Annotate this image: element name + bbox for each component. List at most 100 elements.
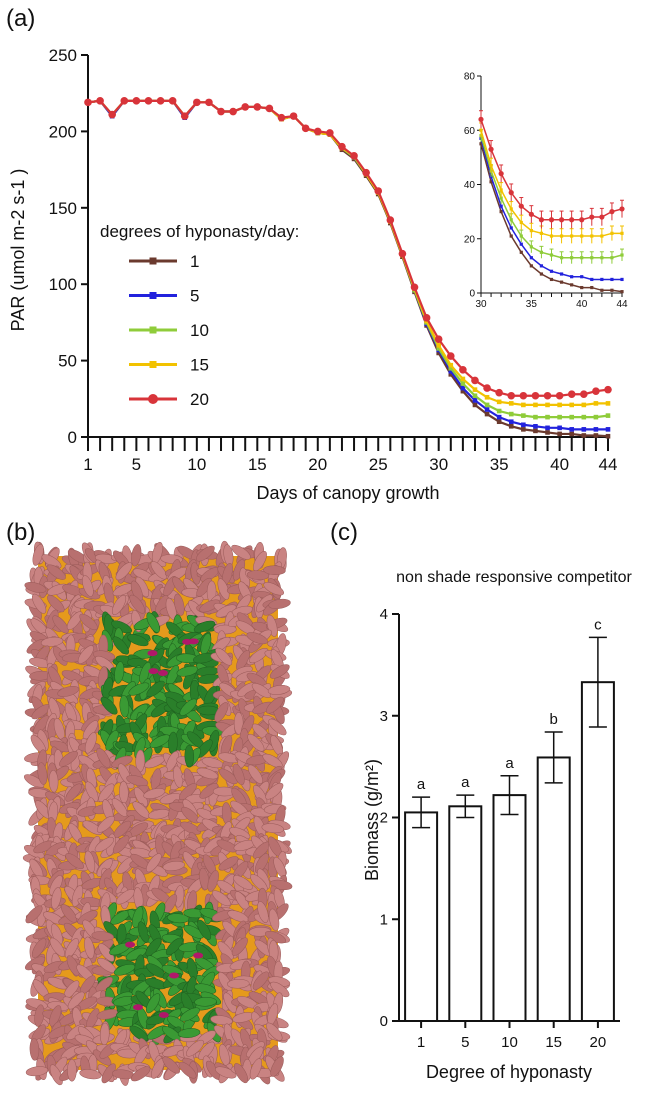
panel-label-c: (c) <box>330 519 358 546</box>
inset-y-tick-label: 20 <box>464 234 476 245</box>
canopy-leaf <box>52 615 69 634</box>
bar-x-tick-label: 5 <box>461 1034 469 1051</box>
canopy-leaf <box>231 544 251 560</box>
series-point-5 <box>557 425 562 431</box>
legend-label-5: 5 <box>190 287 199 306</box>
inset-point-5 <box>539 264 544 268</box>
series-line-15 <box>87 99 608 407</box>
inset-x-tick-label: 35 <box>526 299 538 310</box>
series-point-15 <box>593 401 599 406</box>
canopy-leaf <box>33 715 50 734</box>
series-point-20 <box>180 112 189 120</box>
canopy-leaf <box>217 941 234 960</box>
series-point-15 <box>533 402 538 408</box>
center-stem <box>147 650 158 657</box>
inset-point-20 <box>558 217 565 223</box>
center-leaf <box>193 620 216 633</box>
series-point-5 <box>593 427 599 432</box>
inset-point-5 <box>580 275 584 279</box>
canopy-leaf <box>112 835 130 854</box>
y-tick-label: 0 <box>68 428 77 447</box>
canopy-leaf <box>218 856 239 871</box>
series-point-1 <box>581 433 587 438</box>
inset-point-15 <box>559 234 564 238</box>
canopy-leaf <box>65 853 84 870</box>
inset-point-15 <box>529 229 533 233</box>
series-point-10 <box>496 408 502 414</box>
series-point-20 <box>205 98 213 107</box>
series-point-20 <box>217 107 225 116</box>
series-point-20 <box>120 97 129 105</box>
canopy-leaf <box>210 1015 233 1026</box>
series-point-5 <box>581 427 587 432</box>
series-point-5 <box>569 427 575 432</box>
bar-x-tick-label: 1 <box>417 1034 425 1051</box>
bar-y-tick-label: 1 <box>380 911 388 928</box>
inset-y-tick-label: 40 <box>464 180 476 191</box>
center-leaf <box>194 997 217 1007</box>
series-point-20 <box>168 97 177 105</box>
inset-point-1 <box>519 250 523 254</box>
canopy-leaf <box>162 1044 184 1057</box>
center-leaf <box>112 636 130 655</box>
inset-point-1 <box>559 280 564 284</box>
series-point-1 <box>472 402 478 408</box>
inset-point-15 <box>519 220 523 225</box>
series-point-20 <box>604 385 612 394</box>
series-point-5 <box>533 424 538 429</box>
center-leaf <box>177 1028 201 1038</box>
series-point-20 <box>229 107 237 116</box>
x-tick-label: 25 <box>369 455 388 474</box>
series-point-20 <box>507 391 516 400</box>
bar-10 <box>492 794 527 1022</box>
canopy-leaf <box>91 931 114 942</box>
canopy-leaf <box>66 611 83 630</box>
legend-title: degrees of hyponasty/day: <box>100 222 299 241</box>
canopy-leaf <box>199 599 221 613</box>
canopy-leaf <box>247 764 263 784</box>
y-tick-label: 150 <box>49 199 77 218</box>
canopy-leaf <box>217 578 230 600</box>
series-point-1 <box>557 431 562 437</box>
series-point-1 <box>436 350 441 356</box>
series-point-5 <box>448 368 454 374</box>
inset-x-tick-label: 40 <box>576 299 588 310</box>
canopy-leaf <box>65 783 82 802</box>
canopy-leaf <box>57 685 80 697</box>
inset-point-20 <box>488 146 494 152</box>
series-point-15 <box>484 394 490 400</box>
center-leaf <box>128 682 150 696</box>
series-point-15 <box>569 402 575 408</box>
series-point-20 <box>483 384 491 392</box>
canopy-leaf <box>79 613 98 631</box>
inset-point-5 <box>559 272 564 276</box>
series-point-10 <box>460 381 466 386</box>
legend-label-15: 15 <box>190 356 209 375</box>
canopy-leaf <box>64 938 79 959</box>
series-point-10 <box>581 414 587 420</box>
inset-point-15 <box>479 128 483 132</box>
canopy-leaf <box>32 593 47 614</box>
canopy-leaf <box>180 821 201 835</box>
bar-x-tick-label: 15 <box>545 1034 562 1051</box>
series-point-20 <box>567 390 576 399</box>
bar-y-tick-label: 2 <box>380 810 388 827</box>
inset-point-5 <box>590 277 594 282</box>
series-point-20 <box>277 113 286 122</box>
series-point-10 <box>605 413 611 418</box>
canopy-leaf <box>270 1056 284 1077</box>
center-stem <box>158 1012 169 1019</box>
series-point-5 <box>508 419 514 425</box>
canopy-leaf <box>82 575 94 597</box>
inset-point-15 <box>499 188 503 192</box>
inset-point-20 <box>528 211 534 217</box>
canopy-leaf <box>178 1061 197 1079</box>
inset-point-20 <box>619 206 625 212</box>
canopy-leaf <box>252 971 270 990</box>
inset-point-15 <box>590 234 594 238</box>
series-point-20 <box>543 391 552 400</box>
legend-marker-20 <box>148 394 158 404</box>
